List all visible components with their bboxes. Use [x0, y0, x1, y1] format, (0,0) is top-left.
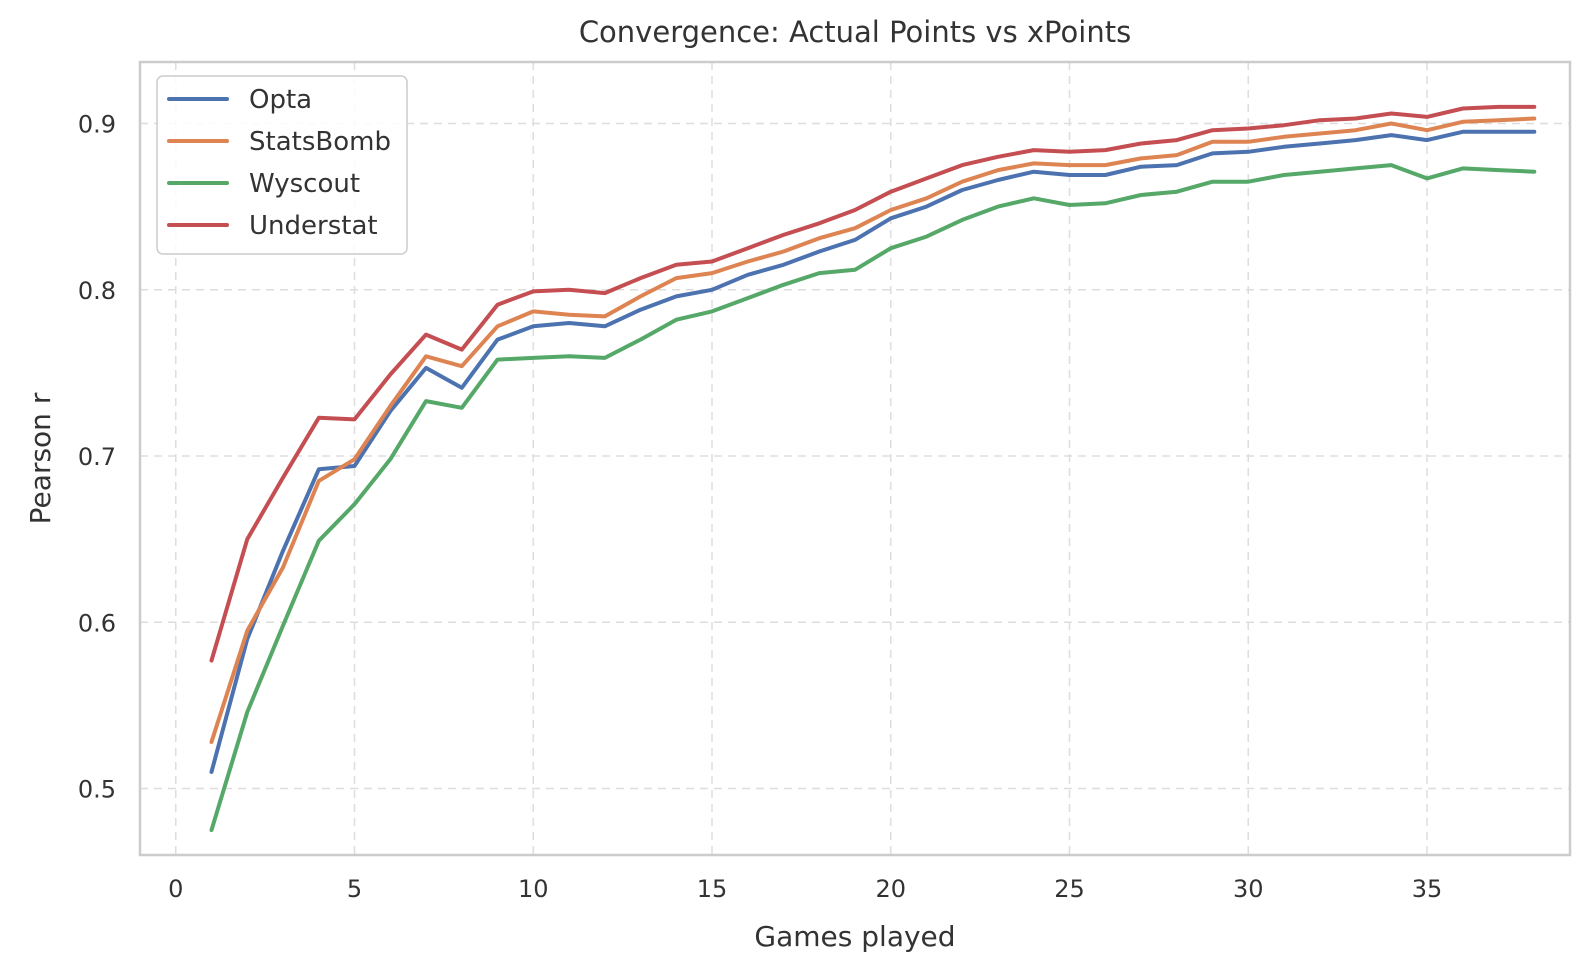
x-tick-label: 15: [697, 875, 728, 903]
chart-title: Convergence: Actual Points vs xPoints: [579, 15, 1131, 49]
x-tick-label: 35: [1412, 875, 1443, 903]
series-line-opta: [209, 129, 1537, 774]
series-layer: [209, 104, 1537, 833]
grid-layer: [140, 62, 1570, 855]
legend-label-statsbomb: StatsBomb: [249, 127, 391, 157]
y-tick-label: 0.7: [78, 443, 116, 471]
y-tick-label: 0.5: [78, 776, 116, 804]
legend-label-understat: Understat: [249, 211, 378, 241]
legend: Opta StatsBomb Wyscout Understat: [156, 75, 408, 255]
legend-box: [156, 75, 408, 255]
plot-frame: [138, 60, 1572, 857]
x-tick-label: 25: [1054, 875, 1085, 903]
x-tick-labels: 0 5 10 15 20 25 30 35: [168, 875, 1442, 903]
x-tick-label: 0: [168, 875, 183, 903]
y-axis-label: Pearson r: [24, 392, 57, 524]
x-tick-label: 20: [875, 875, 906, 903]
y-tick-label: 0.9: [78, 111, 116, 139]
x-axis-label: Games played: [754, 920, 955, 953]
x-tick-label: 30: [1233, 875, 1264, 903]
y-tick-label: 0.8: [78, 277, 116, 305]
series-line-wyscout: [209, 163, 1537, 833]
y-tick-label: 0.6: [78, 609, 116, 637]
x-tick-label: 10: [518, 875, 549, 903]
series-line-statsbomb: [209, 116, 1537, 744]
legend-label-opta: Opta: [249, 85, 312, 115]
x-tick-label: 5: [347, 875, 362, 903]
legend-label-wyscout: Wyscout: [249, 169, 360, 199]
series-line-understat: [209, 104, 1537, 663]
y-tick-labels: 0.5 0.6 0.7 0.8 0.9: [78, 111, 116, 804]
